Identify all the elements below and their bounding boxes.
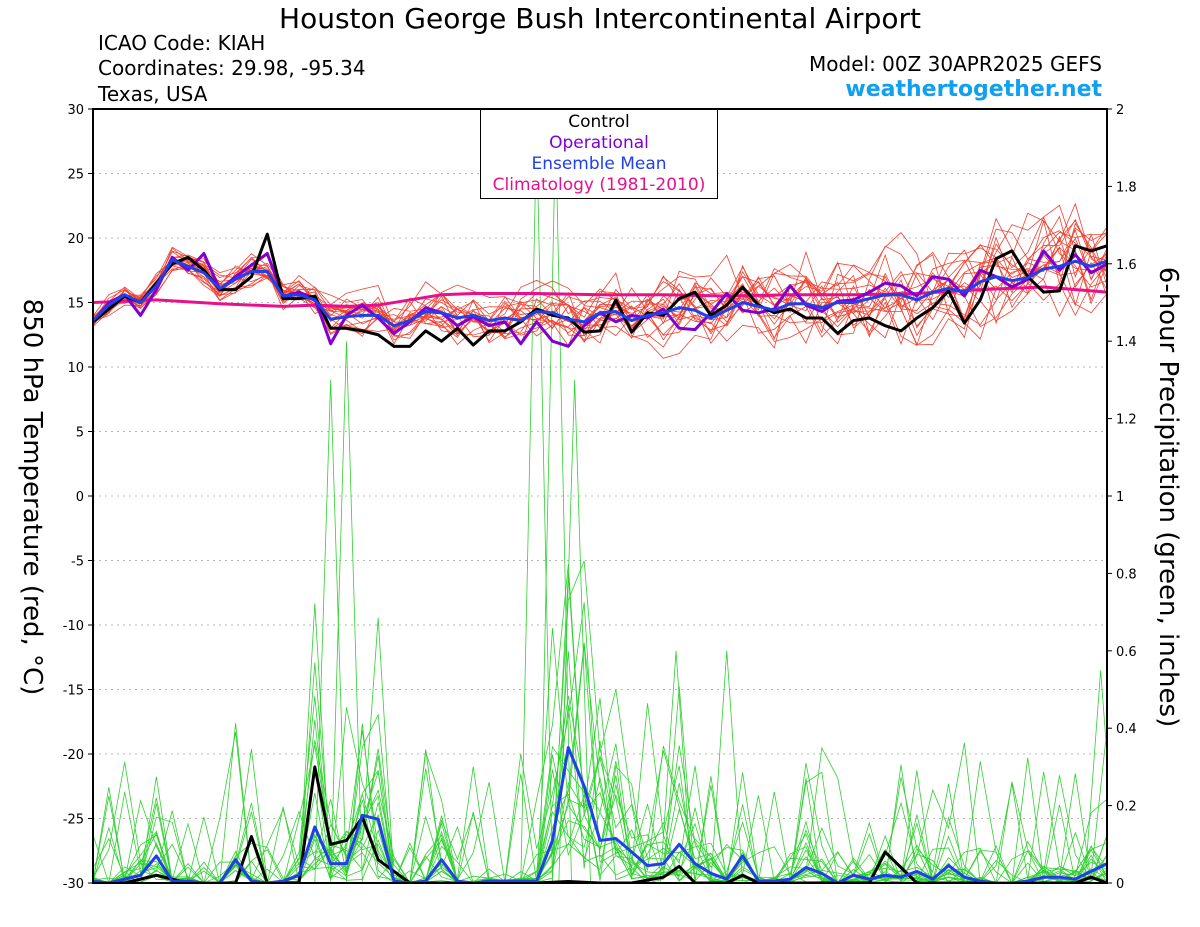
y2-tick-label: 1.4 [1116,335,1137,350]
y2-tick-label: 1.8 [1116,180,1137,195]
legend-climatology: Climatology (1981-2010) [492,175,706,195]
y-tick-label: 10 [67,361,84,376]
ensemble-member-precip-spike [659,650,693,883]
y2-tick-label: 1 [1116,490,1124,505]
y-tick-label: 0 [76,490,84,505]
y2-tick-label: 0 [1116,877,1124,892]
site-link[interactable]: weathertogether.net [845,77,1102,102]
y2-tick-label: 0.4 [1116,722,1137,737]
ensemble-member-precip-spike [314,379,347,883]
legend-operational: Operational [549,133,649,153]
ensemble-member-temp-line [93,243,1107,336]
ensemble-member-temp-line [93,215,1107,341]
chart-title: Houston George Bush Intercontinental Air… [279,2,921,35]
icao-code: ICAO Code: KIAH [98,31,266,55]
legend-ensemble-mean: Ensemble Mean [531,154,667,174]
y-tick-label: 5 [76,426,84,441]
y-tick-label: -5 [71,555,84,570]
y-tick-label: 30 [67,103,84,118]
y2-tick-label: 2 [1116,103,1124,118]
y-tick-label: -30 [63,877,84,892]
ensemble-member-precip-spike [1084,670,1107,883]
ensemble-member-precip-spike [330,341,363,883]
ensemble-member-temp-line [93,216,1107,346]
y2-tick-label: 0.8 [1116,567,1137,582]
y2-tick-label: 0.6 [1116,645,1137,660]
y-tick-label: 25 [67,168,84,183]
ensemble-member-temp-line [93,237,1107,345]
y-tick-label: -15 [63,684,84,699]
y2-tick-label: 1.2 [1116,413,1137,428]
plot-frame [92,108,1108,884]
control-temp-line [93,232,1107,348]
legend: Control Operational Ensemble Mean Climat… [480,109,718,199]
coordinates: Coordinates: 29.98, -95.34 [98,56,366,80]
ensemble-mean-temp-line [93,258,1107,328]
ensemble-member-precip-spike [710,650,743,883]
y-tick-label: -25 [63,813,84,828]
climatology-temp-line [93,285,1107,308]
y-tick-label: -10 [63,619,84,634]
y-tick-label: -20 [63,748,84,763]
y2-tick-label: 0.2 [1116,800,1137,815]
ensemble-member-precip-line [93,617,1107,883]
y-tick-label: 20 [67,232,84,247]
ensemble-member-temp-line [93,218,1107,342]
ensemble-member-temp-line [93,247,1107,359]
ensemble-member-precip-spike [558,379,591,883]
region: Texas, USA [98,82,208,106]
model-run: Model: 00Z 30APR2025 GEFS [809,52,1102,76]
y2-tick-label: 1.6 [1116,258,1137,273]
y-tick-label: 15 [67,297,84,312]
ensemble-member-precip-line [93,573,1107,883]
legend-control: Control [568,112,630,132]
